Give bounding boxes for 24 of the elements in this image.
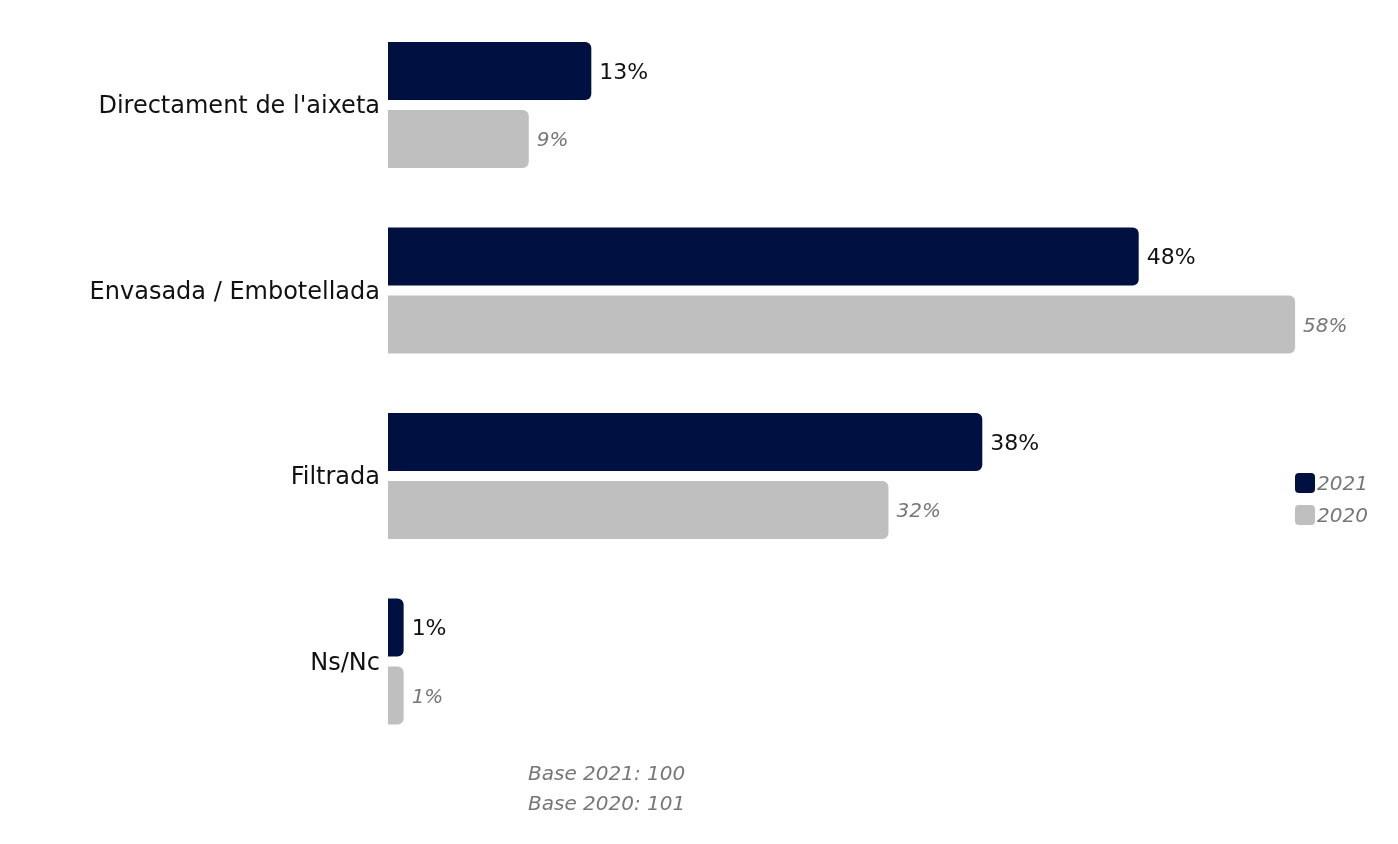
bar: [388, 295, 1296, 354]
data-label: 13%: [599, 58, 649, 84]
legend-label: 2021: [1317, 471, 1368, 495]
bar: [388, 598, 404, 657]
bar: [388, 110, 529, 168]
legend-label: 2020: [1317, 503, 1368, 527]
bar: [388, 42, 592, 100]
text: Base 2020: 101: [528, 790, 687, 817]
data-label: 32%: [896, 498, 941, 523]
y-tick-label: Envasada / Embotellada: [89, 276, 380, 305]
text: Base 2021: 100: [528, 760, 687, 787]
data-label: 1%: [411, 683, 444, 708]
data-label: 9%: [536, 127, 569, 152]
data-label: 38%: [990, 429, 1040, 455]
bar: [388, 666, 404, 725]
bar: [388, 413, 983, 471]
y-tick-label: Ns/Nc: [310, 647, 380, 676]
data-label: 1%: [411, 615, 447, 641]
data-label: 58%: [1303, 312, 1348, 337]
bar: [388, 227, 1139, 286]
y-tick-label: Directament de l'aixeta: [98, 91, 380, 120]
bar: [388, 481, 889, 539]
data-label: 48%: [1146, 244, 1196, 270]
y-tick-label: Filtrada: [290, 462, 380, 491]
